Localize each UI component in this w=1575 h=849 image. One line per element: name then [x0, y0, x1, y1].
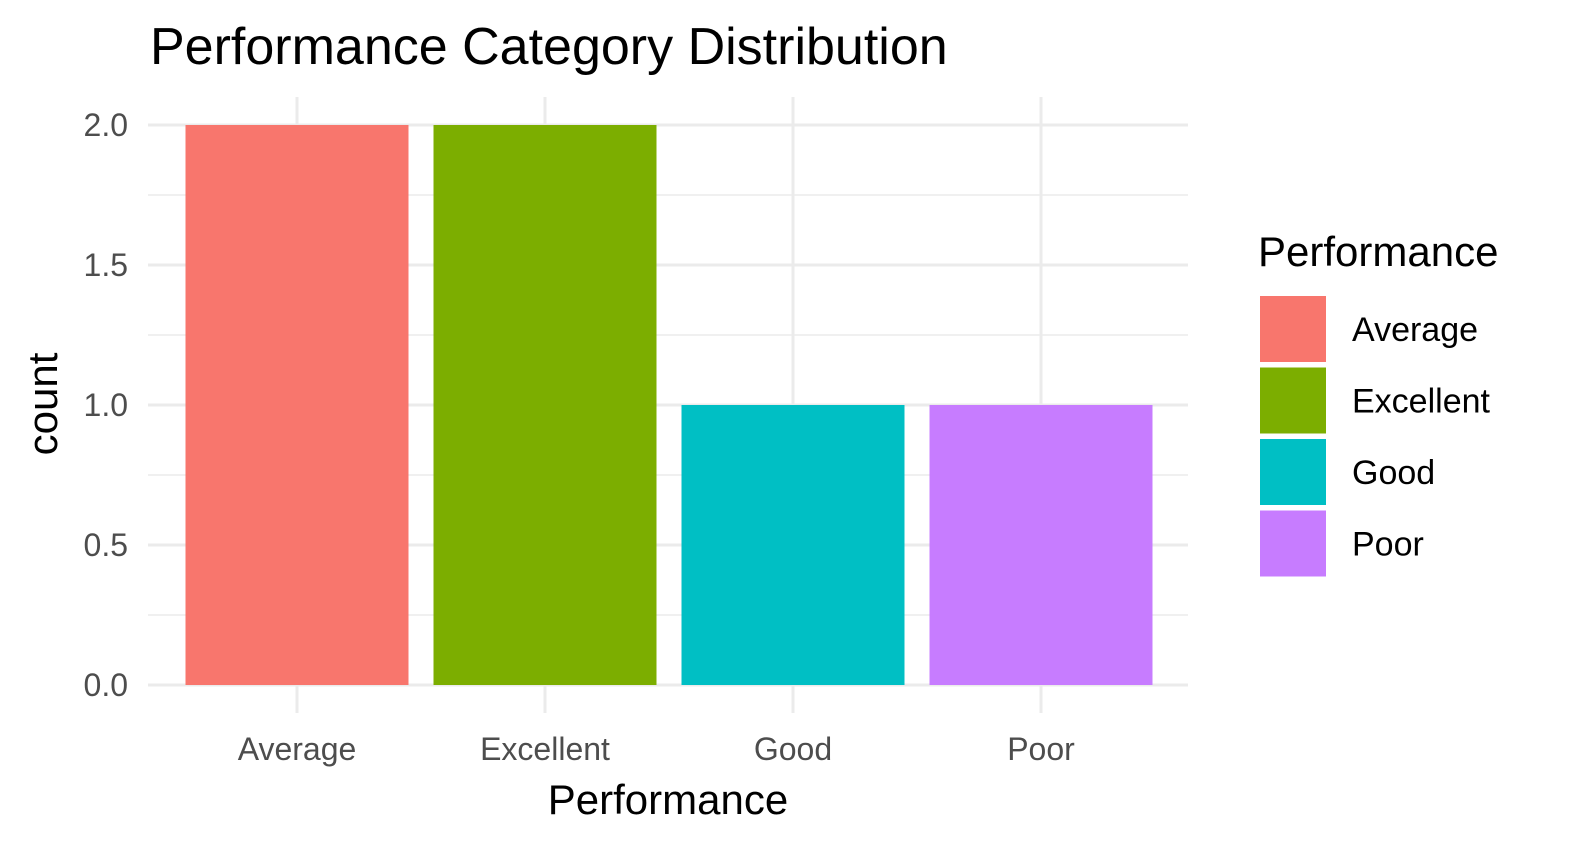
legend-label-excellent: Excellent: [1352, 383, 1491, 421]
x-axis-title: Performance: [548, 776, 788, 823]
bar-excellent: [433, 125, 657, 685]
bars: [185, 125, 1153, 685]
legend: Performance Average Excellent Good Poor: [1258, 228, 1498, 577]
bar-good: [681, 405, 905, 685]
legend-key-good: [1260, 439, 1326, 505]
y-tick-label: 1.0: [84, 387, 128, 423]
legend-key-average: [1260, 296, 1326, 362]
bar-average: [185, 125, 409, 685]
legend-title: Performance: [1258, 228, 1498, 275]
x-tick-label: Poor: [1007, 731, 1075, 767]
y-tick-label: 1.5: [84, 247, 128, 283]
legend-label-poor: Poor: [1352, 526, 1424, 564]
y-tick-label: 0.5: [84, 527, 128, 563]
chart-title: Performance Category Distribution: [150, 18, 948, 76]
y-axis-ticks: 0.0 0.5 1.0 1.5 2.0: [84, 107, 128, 703]
x-tick-label: Good: [754, 731, 832, 767]
bar-poor: [929, 405, 1153, 685]
y-tick-label: 0.0: [84, 667, 128, 703]
legend-label-average: Average: [1352, 311, 1478, 349]
y-axis-title: count: [19, 352, 66, 455]
legend-label-good: Good: [1352, 454, 1435, 492]
legend-items: Average Excellent Good Poor: [1260, 296, 1491, 577]
x-axis-ticks: Average Excellent Good Poor: [238, 731, 1075, 767]
x-tick-label: Average: [238, 731, 357, 767]
x-tick-label: Excellent: [480, 731, 610, 767]
y-tick-label: 2.0: [84, 107, 128, 143]
legend-key-excellent: [1260, 367, 1326, 434]
legend-key-poor: [1260, 510, 1326, 577]
